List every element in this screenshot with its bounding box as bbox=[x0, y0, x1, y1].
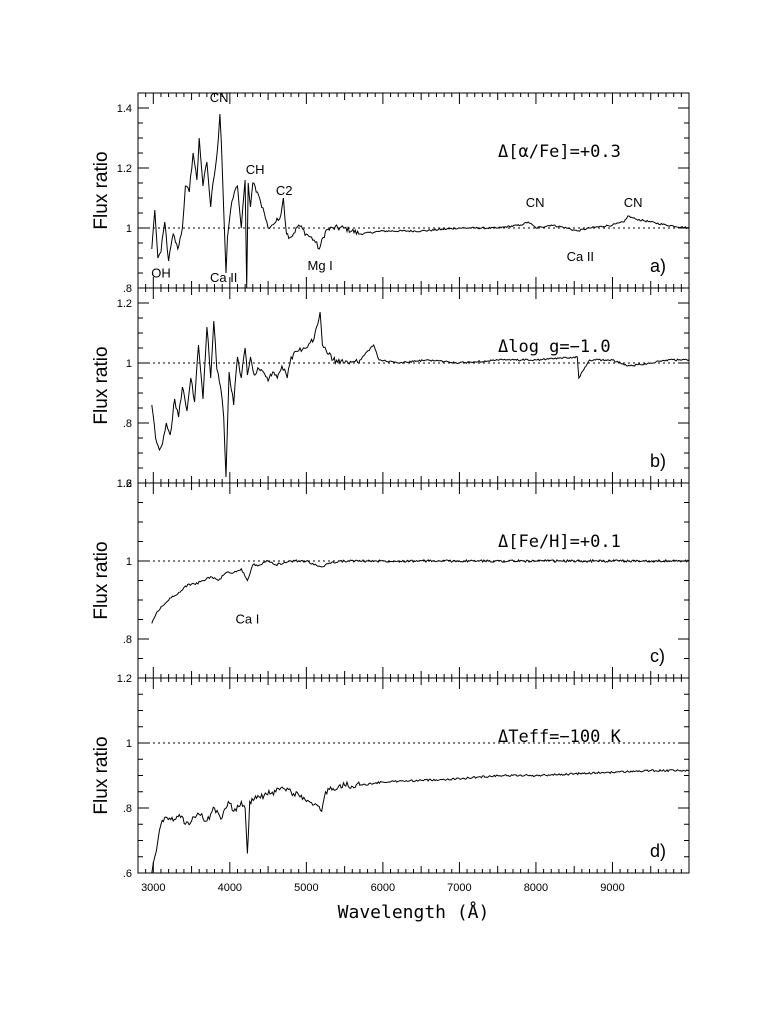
feature-label: CN bbox=[624, 195, 643, 210]
y-tick-label: .8 bbox=[123, 634, 132, 646]
x-tick-label: 3000 bbox=[141, 882, 165, 894]
panel-c: .8 1 1.2 Flux ratio Δ[Fe/H]=+0.1 c) Ca I bbox=[91, 478, 690, 679]
panel-letter: b) bbox=[650, 451, 666, 471]
y-tick-label: 1.2 bbox=[117, 673, 132, 685]
panel-a: .8 1 1.2 1.4 Flux ratio Δ[α/Fe]=+0.3 a) OH CN Ca … bbox=[91, 90, 690, 295]
y-tick-label: 1 bbox=[126, 223, 132, 235]
spectrum-line bbox=[151, 558, 690, 624]
x-tick-label: 6000 bbox=[371, 882, 395, 894]
panel-letter: a) bbox=[650, 256, 666, 276]
y-tick-label: .8 bbox=[123, 283, 132, 295]
x-tick-label: 4000 bbox=[218, 882, 242, 894]
feature-label: CH bbox=[246, 162, 265, 177]
feature-label: Ca I bbox=[236, 611, 260, 626]
spectrum-line bbox=[151, 113, 690, 289]
x-tick-label: 5000 bbox=[294, 882, 318, 894]
y-tick-label: 1 bbox=[126, 556, 132, 568]
plot-frame bbox=[137, 482, 690, 679]
feature-label: Ca II bbox=[210, 270, 237, 285]
y-tick-label: .8 bbox=[123, 418, 132, 430]
y-axis-label: Flux ratio bbox=[91, 151, 112, 229]
panel-letter: c) bbox=[650, 646, 665, 666]
y-axis-label: Flux ratio bbox=[91, 346, 112, 424]
spectrum-line bbox=[151, 768, 690, 874]
panel-title: ΔTeff=−100 K bbox=[498, 727, 622, 747]
x-tick-label: 8000 bbox=[524, 882, 548, 894]
y-tick-label: 1.2 bbox=[117, 163, 132, 175]
y-tick-label: .6 bbox=[123, 478, 132, 490]
x-axis-label: Wavelength (Å) bbox=[338, 901, 490, 923]
y-tick-label: 1.2 bbox=[117, 478, 132, 490]
feature-label: C2 bbox=[276, 183, 293, 198]
feature-label: Ca II bbox=[567, 249, 594, 264]
feature-label: CN bbox=[210, 90, 229, 105]
y-axis-label: Flux ratio bbox=[91, 541, 112, 619]
y-tick-label: 1.4 bbox=[117, 103, 132, 115]
y-tick-label: .8 bbox=[123, 803, 132, 815]
panel-title: Δ[α/Fe]=+0.3 bbox=[498, 142, 621, 162]
panel-b: .6 .8 1 1.2 Flux ratio Δlog g=−1.0 b) bbox=[91, 287, 690, 490]
spectrum-line bbox=[151, 311, 690, 478]
y-tick-label: .6 bbox=[123, 868, 132, 880]
x-tick-label: 9000 bbox=[600, 882, 624, 894]
feature-label: OH bbox=[151, 266, 171, 281]
x-tick-label: 7000 bbox=[447, 882, 471, 894]
panel-title: Δ[Fe/H]=+0.1 bbox=[498, 532, 621, 552]
y-tick-label: 1.2 bbox=[117, 298, 132, 310]
panel-title: Δlog g=−1.0 bbox=[498, 337, 611, 357]
panel-letter: d) bbox=[650, 841, 666, 861]
panel-d: .6 .8 1 1.2 Flux ratio ΔTeff=−100 K d) 3000 4000… bbox=[91, 673, 690, 894]
plot-frame bbox=[137, 677, 690, 874]
feature-label: Mg I bbox=[307, 258, 332, 273]
y-axis-label: Flux ratio bbox=[91, 736, 112, 814]
y-tick-label: 1 bbox=[126, 738, 132, 750]
y-tick-label: 1 bbox=[126, 358, 132, 370]
feature-label: CN bbox=[526, 195, 545, 210]
